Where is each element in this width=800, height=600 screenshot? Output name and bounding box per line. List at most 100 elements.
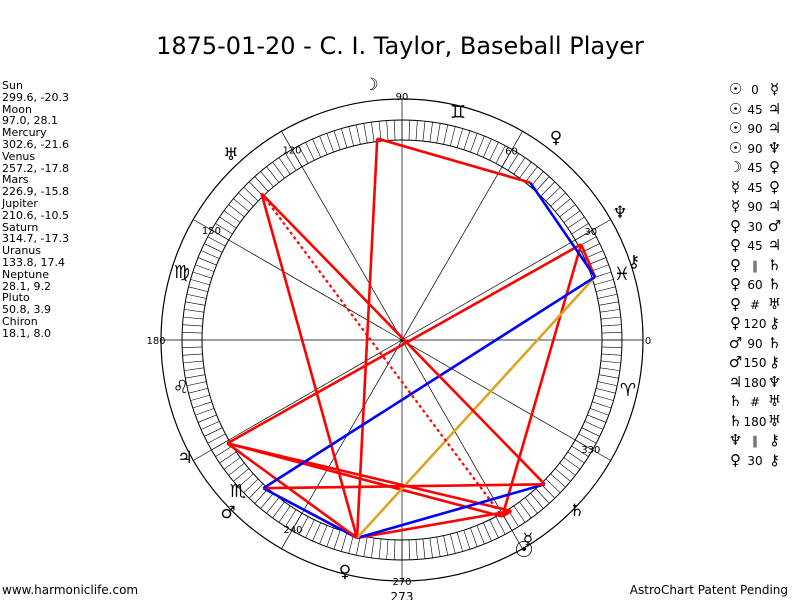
sun-icon: ☉ [728,119,743,137]
chiron-icon: ⚷ [628,252,640,272]
degree-tick [228,204,245,218]
degree-tick [581,427,600,437]
degree-tick [600,316,621,320]
degree-tick [495,516,506,535]
degree-tick [436,123,441,144]
degree-tick [319,525,328,545]
planet-name-chiron: Chiron [2,314,38,328]
aspect-list: ☉ 0 ☿ ☉ 45 ♃ ☉ 90 ♃ ☉ 90 ♆ ☽ 45 ♀ ☿ 45 ♀ ☿ 90 ♃ ♀ 30 ♂ ♀ 45 ♃ ♀ ∥ ♄ ♀ 6… [728,80,800,470]
aspect-angle: 150 [743,356,767,370]
degree-label-330: 330 [581,445,600,456]
degree-tick [215,223,233,235]
degree-tick [598,301,619,306]
degree-tick [200,421,220,430]
planet-coords-uranus: 133.8, 17.4 [2,255,65,269]
jupiter-icon: ♃ [177,448,192,468]
degree-tick [513,505,526,523]
degree-tick [272,161,285,179]
degree-tick [571,445,589,457]
degree-tick [341,532,348,552]
degree-tick [600,367,620,371]
aspect-row: ♆ ∥ ⚷ [728,431,800,451]
aspect-angle: 180 [743,414,767,429]
venus-icon: ♀ [730,275,741,293]
degree-tick [219,216,237,229]
moon-icon: ☽ [363,75,378,95]
degree-tick [408,120,410,141]
saturn-icon: ♄ [767,275,782,293]
chiron-icon: ⚷ [769,450,780,469]
aspect-row: ☿ 45 ♀ [728,178,800,198]
aspect-row: ☉ 90 ♃ [728,119,800,139]
degree-tick [219,451,237,464]
mars-icon: ♂ [728,353,743,371]
degree-tick [415,120,418,141]
aspect-angle: 30 [747,219,763,234]
degree-tick [600,309,620,313]
degree-tick [185,374,206,379]
aspect-angle: ∥ [752,434,758,448]
degree-tick [567,451,585,464]
degree-label-150: 150 [202,226,221,237]
aspect-row: ☉ 0 ☿ [728,80,800,100]
planet-coords-sun: 299.6, -20.3 [2,90,69,104]
degree-label-90: 90 [396,92,409,103]
aspect-line-venus-mars [262,487,358,540]
aspect-angle: 180 [743,375,767,390]
degree-tick [348,126,354,147]
footer-patent: AstroChart Patent Pending [629,583,788,597]
degree-tick [578,433,597,444]
degree-tick [333,130,341,150]
aspect-row: ♃180♆ [728,373,800,393]
degree-tick [254,488,269,504]
degree-tick [450,126,456,147]
venus-icon: ♀ [730,294,741,313]
degree-label-30: 30 [584,227,597,238]
degree-tick [559,204,576,218]
degree-tick [266,166,280,183]
saturn-icon: ♄ [767,255,782,274]
degree-tick [513,157,526,175]
aspect-row: ☽ 45 ♀ [728,158,800,178]
degree-tick [550,473,566,488]
degree-labels: 0 30 60 90 120 150 180 240 270 273 330 [146,92,651,600]
uranus-icon: ♅ [767,294,782,313]
degree-tick [248,483,264,499]
aspect-row: ♂ 90 ♄ [728,334,800,354]
footer-website[interactable]: www.harmoniclife.com [2,583,139,597]
degree-tick [197,414,217,423]
sun-icon: ☉ [728,99,743,118]
degree-tick [545,186,561,202]
chiron-icon: ⚷ [769,314,780,332]
degree-tick [185,301,206,306]
aspect-row: ♂150 ⚷ [728,353,800,373]
degree-tick [238,473,254,488]
aspect-row: ♀ ∥ ♄ [728,256,800,276]
degree-tick [597,381,618,387]
degree-tick [571,223,589,235]
mercury-icon: ☿ [523,530,533,550]
planet-coords-pluto: 50.8, 3.9 [2,303,51,317]
planet-name-moon: Moon [2,102,32,116]
aspect-angle: 45 [747,180,763,195]
degree-tick [305,519,315,538]
uranus-icon: ♅ [223,145,238,165]
degree-tick [243,478,259,494]
aspect-row: ☉ 90 ♆ [728,139,800,159]
degree-tick [363,123,368,144]
aspect-line-venus-jupiter [226,442,358,540]
degree-tick [204,427,223,437]
jupiter-icon: ♃ [767,119,782,137]
mars-icon: ♂ [220,503,235,523]
sign-glyph: ♍ [174,262,190,283]
degree-tick [233,468,249,482]
aspect-angle: 45 [747,161,763,175]
degree-tick [190,279,210,286]
degree-tick [188,388,209,394]
degree-tick [476,525,485,545]
degree-tick [589,408,609,416]
aspect-line-mercury-jupiter [226,442,512,513]
degree-tick [184,309,204,313]
degree-tick [595,286,616,292]
